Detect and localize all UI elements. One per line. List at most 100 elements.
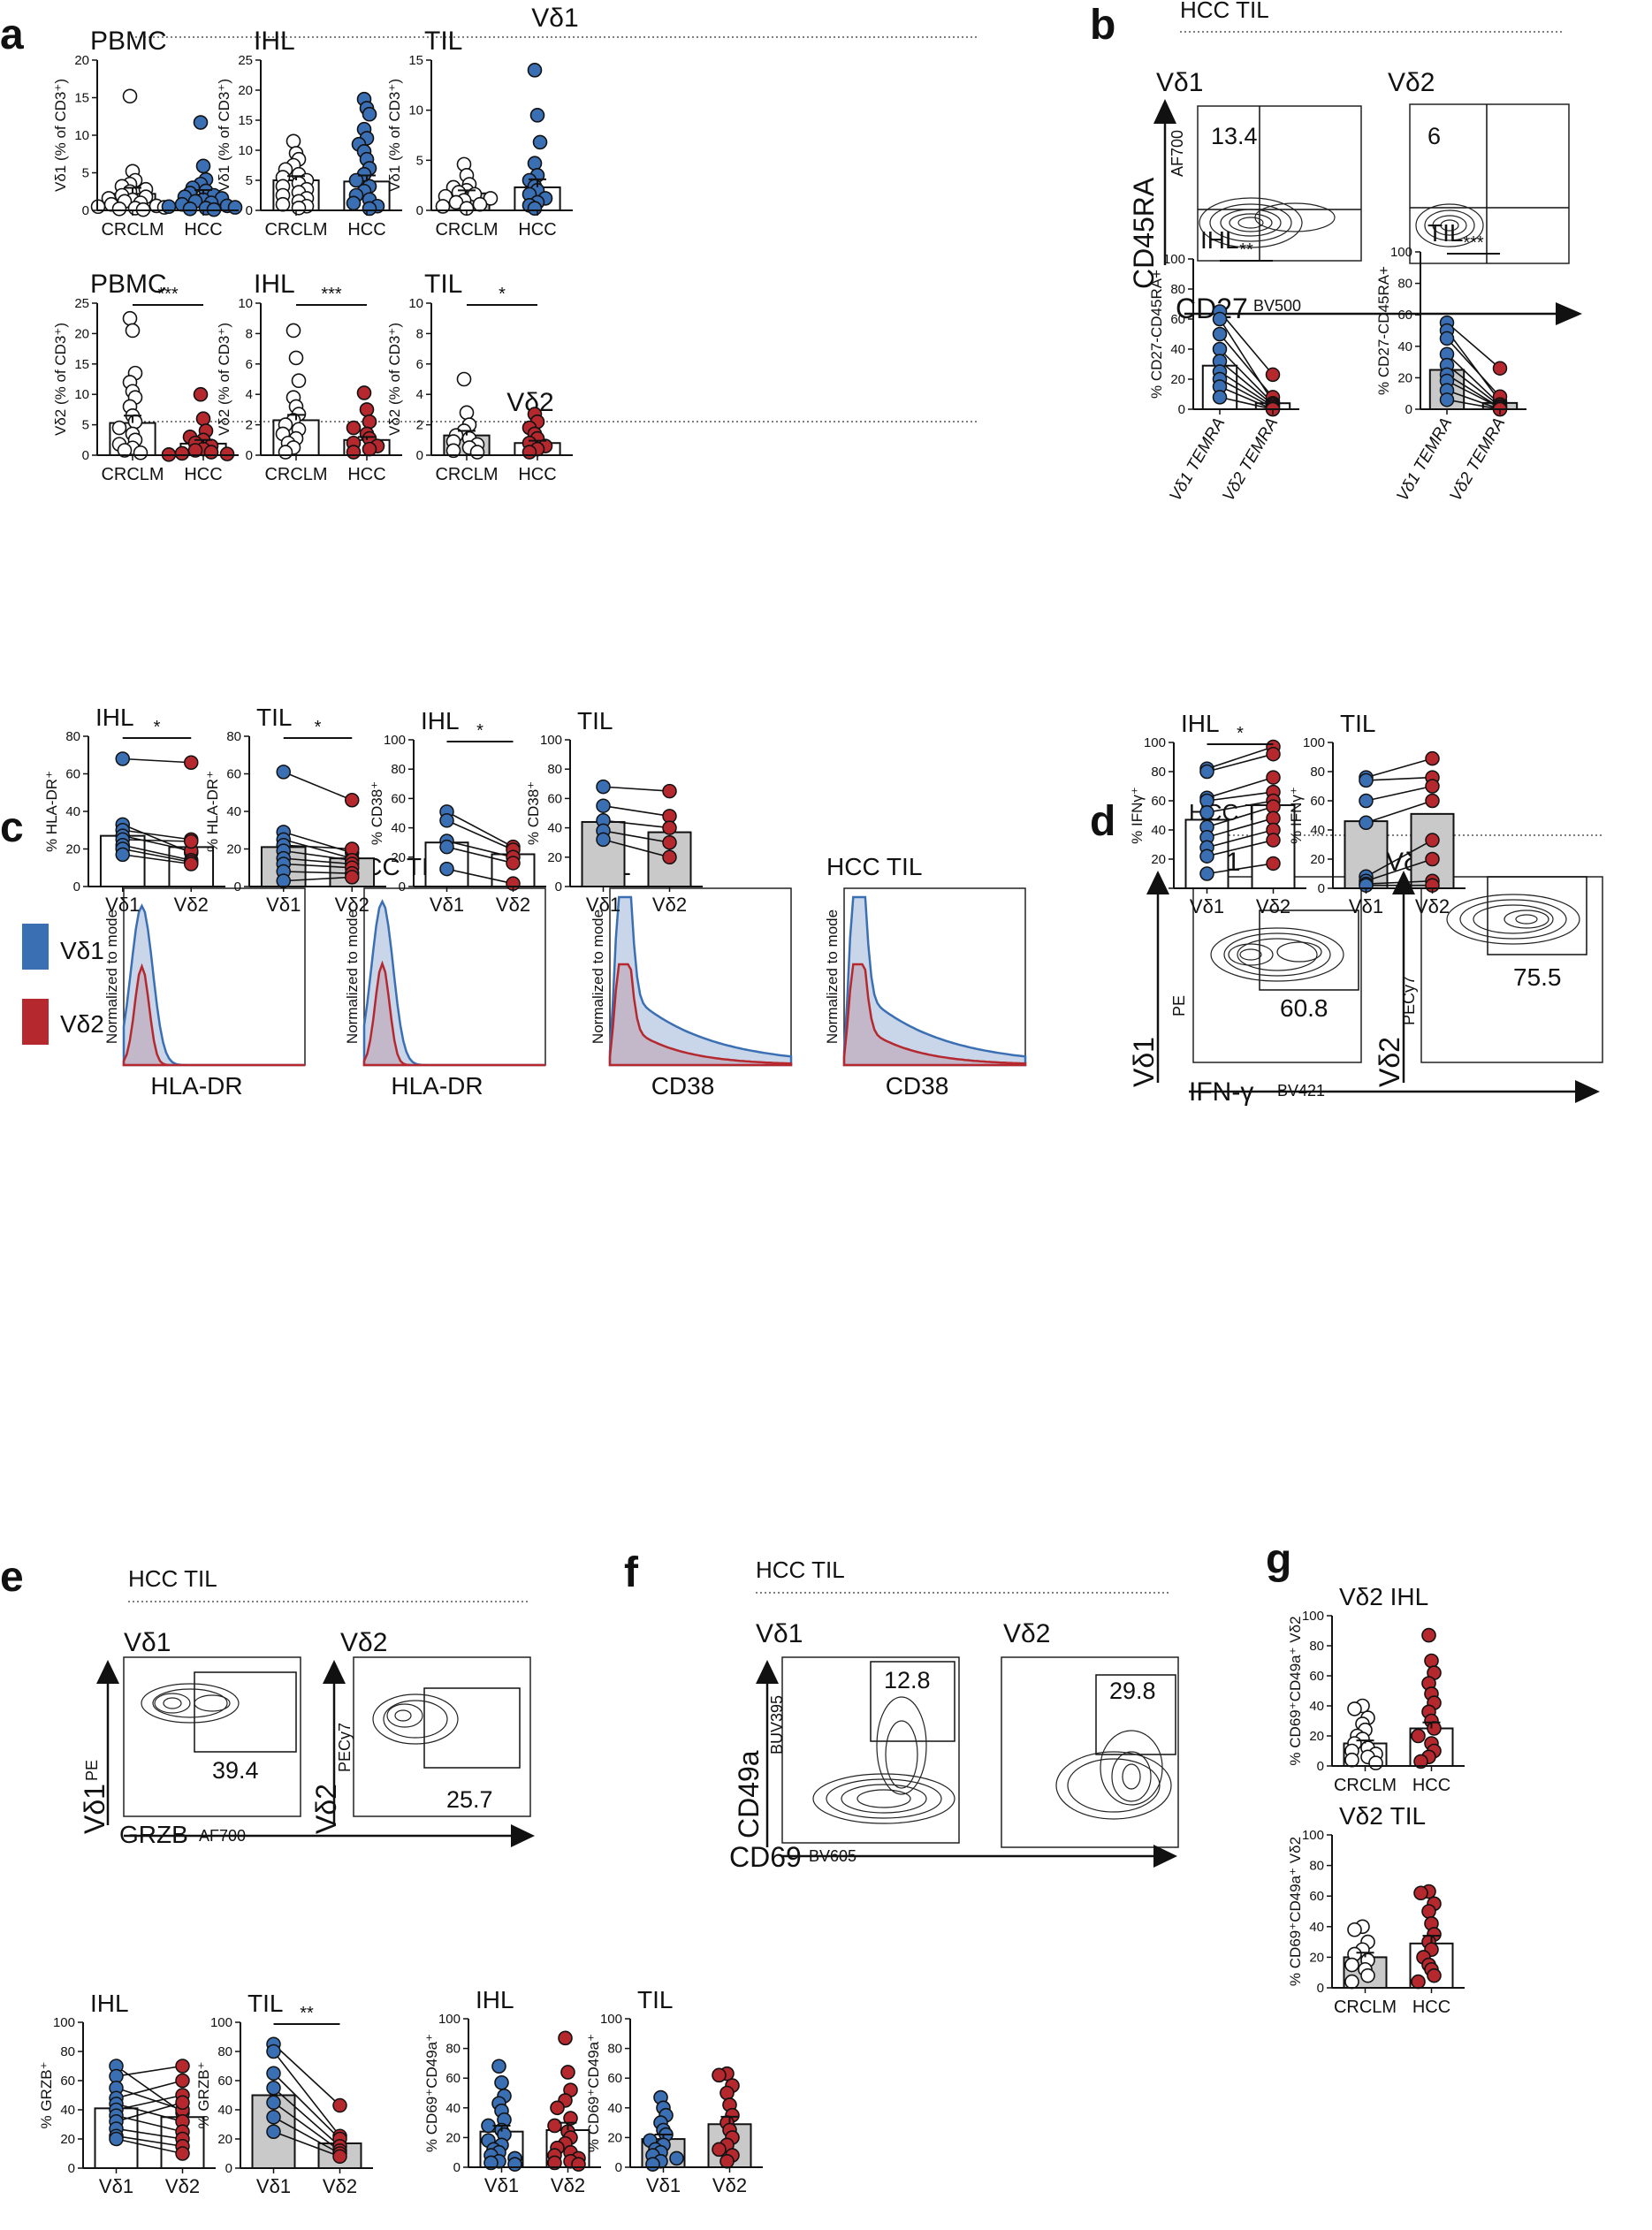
gate-f1 [870, 1661, 955, 1742]
x-tick-label: Vδ1 [105, 894, 140, 916]
x-tick-label: Vδ1 [1349, 895, 1383, 917]
significance-label: * [1237, 724, 1244, 743]
chart-a1: PBMC 0 5 10 15 20 CRCLM HCC Vδ1 (% of CD3⁺) [52, 27, 243, 240]
data-point [266, 2066, 281, 2081]
y-tick-label: 40 [1309, 1699, 1324, 1714]
data-point [439, 861, 454, 877]
axis-label-d-x: IFN-γ [1189, 1077, 1253, 1107]
panel-letter-a: a [0, 11, 24, 58]
y-tick-label: 20 [445, 2130, 461, 2145]
gate-value-d1: 60.8 [1280, 994, 1328, 1022]
y-tick-label: 10 [408, 103, 423, 118]
x-tick-label: Vδ1 [646, 2174, 681, 2196]
histogram-4: HCC TIL Normalized to mode CD38 [824, 853, 1027, 1100]
arrowhead-icon [1575, 1080, 1600, 1103]
chart-c1: IHL 0 20 40 60 80 Vδ1 Vδ2 % HLA-DR⁺ * [43, 704, 225, 916]
axis-sub-d-y1: PE [1170, 995, 1188, 1016]
pair-line [1219, 310, 1274, 376]
data-point [285, 133, 301, 149]
chart-title: IHL [421, 707, 460, 734]
chart-a2: IHL 0 5 10 15 20 25 CRCLM HCC Vδ1 (% of CD3⁺) [216, 27, 402, 240]
data-point [1212, 326, 1228, 342]
data-point [175, 2073, 190, 2089]
pair-line [122, 829, 192, 841]
data-point [1359, 815, 1374, 830]
x-tick-label: Vδ2 [712, 2174, 747, 2196]
chart-c2: TIL 0 20 40 60 80 Vδ1 Vδ2 % HLA-DR⁺ * [204, 704, 386, 916]
pair-line [446, 811, 514, 848]
y-tick-label: 20 [607, 2130, 622, 2145]
data-point [266, 2081, 281, 2096]
y-tick-label: 15 [408, 53, 423, 68]
data-point [571, 2157, 586, 2172]
data-point [491, 2059, 506, 2074]
panel-e-header: HCC TIL [128, 1565, 217, 1592]
arrowhead-icon [1556, 302, 1582, 325]
data-point [1265, 367, 1281, 383]
y-tick-label: 60 [65, 767, 80, 782]
y-tick-label: 40 [445, 2101, 461, 2116]
y-tick-label: 60 [1309, 1669, 1324, 1684]
data-point [662, 849, 677, 865]
y-axis-label: % GRZB⁺ [38, 2061, 55, 2128]
y-axis-label: Vδ2 (% of CD3⁺) [386, 323, 403, 436]
y-tick-label: 10 [238, 143, 253, 158]
axis-label-b-y: CD45RA [1128, 177, 1160, 289]
pair-line [283, 771, 353, 801]
histogram-curve-vd1 [608, 895, 793, 1067]
flow-plot-e-vd1 [123, 1656, 301, 1817]
data-point [529, 108, 545, 123]
panel-f-title-vd2: Vδ2 [1003, 1619, 1050, 1648]
arrowhead-icon [323, 1660, 346, 1684]
chart-c4: TIL 0 20 40 60 80 100 Vδ1 Vδ2 % CD38⁺ [525, 707, 703, 916]
data-point [662, 820, 677, 835]
data-point [1359, 793, 1374, 809]
chart-title: TIL [247, 1990, 283, 2017]
pair-line [122, 834, 192, 852]
pair-line [272, 2051, 341, 2137]
pair-line [1366, 800, 1433, 824]
significance-label: * [499, 285, 506, 304]
data-point [276, 765, 291, 780]
x-tick-label: Vδ2 [165, 2175, 200, 2197]
y-tick-label: 10 [238, 296, 253, 311]
pair-line [122, 844, 192, 862]
pair-line [1207, 818, 1274, 839]
histogram-curve-vd2 [122, 963, 305, 1067]
x-tick-label: HCC [184, 220, 222, 240]
y-tick-label: 40 [226, 804, 241, 819]
data-point [1347, 1922, 1362, 1937]
significance-label: ** [300, 2004, 314, 2023]
contour-f1 [812, 1696, 955, 1824]
arrowhead-icon [1146, 871, 1169, 894]
pair-line [603, 786, 670, 792]
pair-line [1207, 753, 1274, 773]
data-point [266, 2044, 281, 2059]
data-point [712, 2067, 727, 2083]
histogram-x-label: CD38 [651, 1072, 715, 1100]
significance-label: *** [157, 285, 179, 304]
pair-line [603, 819, 670, 829]
gate-value-f1: 12.8 [884, 1667, 931, 1693]
data-point [527, 63, 543, 78]
y-tick-label: 80 [65, 729, 80, 744]
panel-f-title-vd1: Vδ1 [756, 1619, 803, 1648]
y-tick-label: 80 [60, 2044, 75, 2059]
axis-sub-e-y2: PECy7 [336, 1723, 354, 1772]
y-tick-label: 0 [246, 448, 253, 463]
histogram-x-label: HLA-DR [150, 1072, 242, 1100]
chart-e2: TIL 0 20 40 60 80 100 Vδ1 Vδ2 % GRZB⁺ ** [195, 1990, 373, 2197]
panel-letter-b: b [1090, 2, 1115, 49]
contour-e1 [141, 1683, 240, 1724]
y-tick-label: 100 [540, 733, 562, 748]
y-tick-label: 100 [600, 2012, 622, 2027]
pair-line [1219, 370, 1274, 407]
significance-label: * [476, 721, 483, 741]
y-tick-label: 20 [1170, 372, 1185, 387]
y-tick-label: 40 [60, 2103, 75, 2118]
y-tick-label: 15 [238, 113, 253, 128]
chart-a6: TIL 0 2 4 6 8 10 CRCLM HCC Vδ2 (% of CD3⁺) * [386, 270, 573, 484]
x-tick-label: Vδ1 [256, 2175, 291, 2197]
histogram-y-label: Normalized to mode [344, 910, 361, 1044]
